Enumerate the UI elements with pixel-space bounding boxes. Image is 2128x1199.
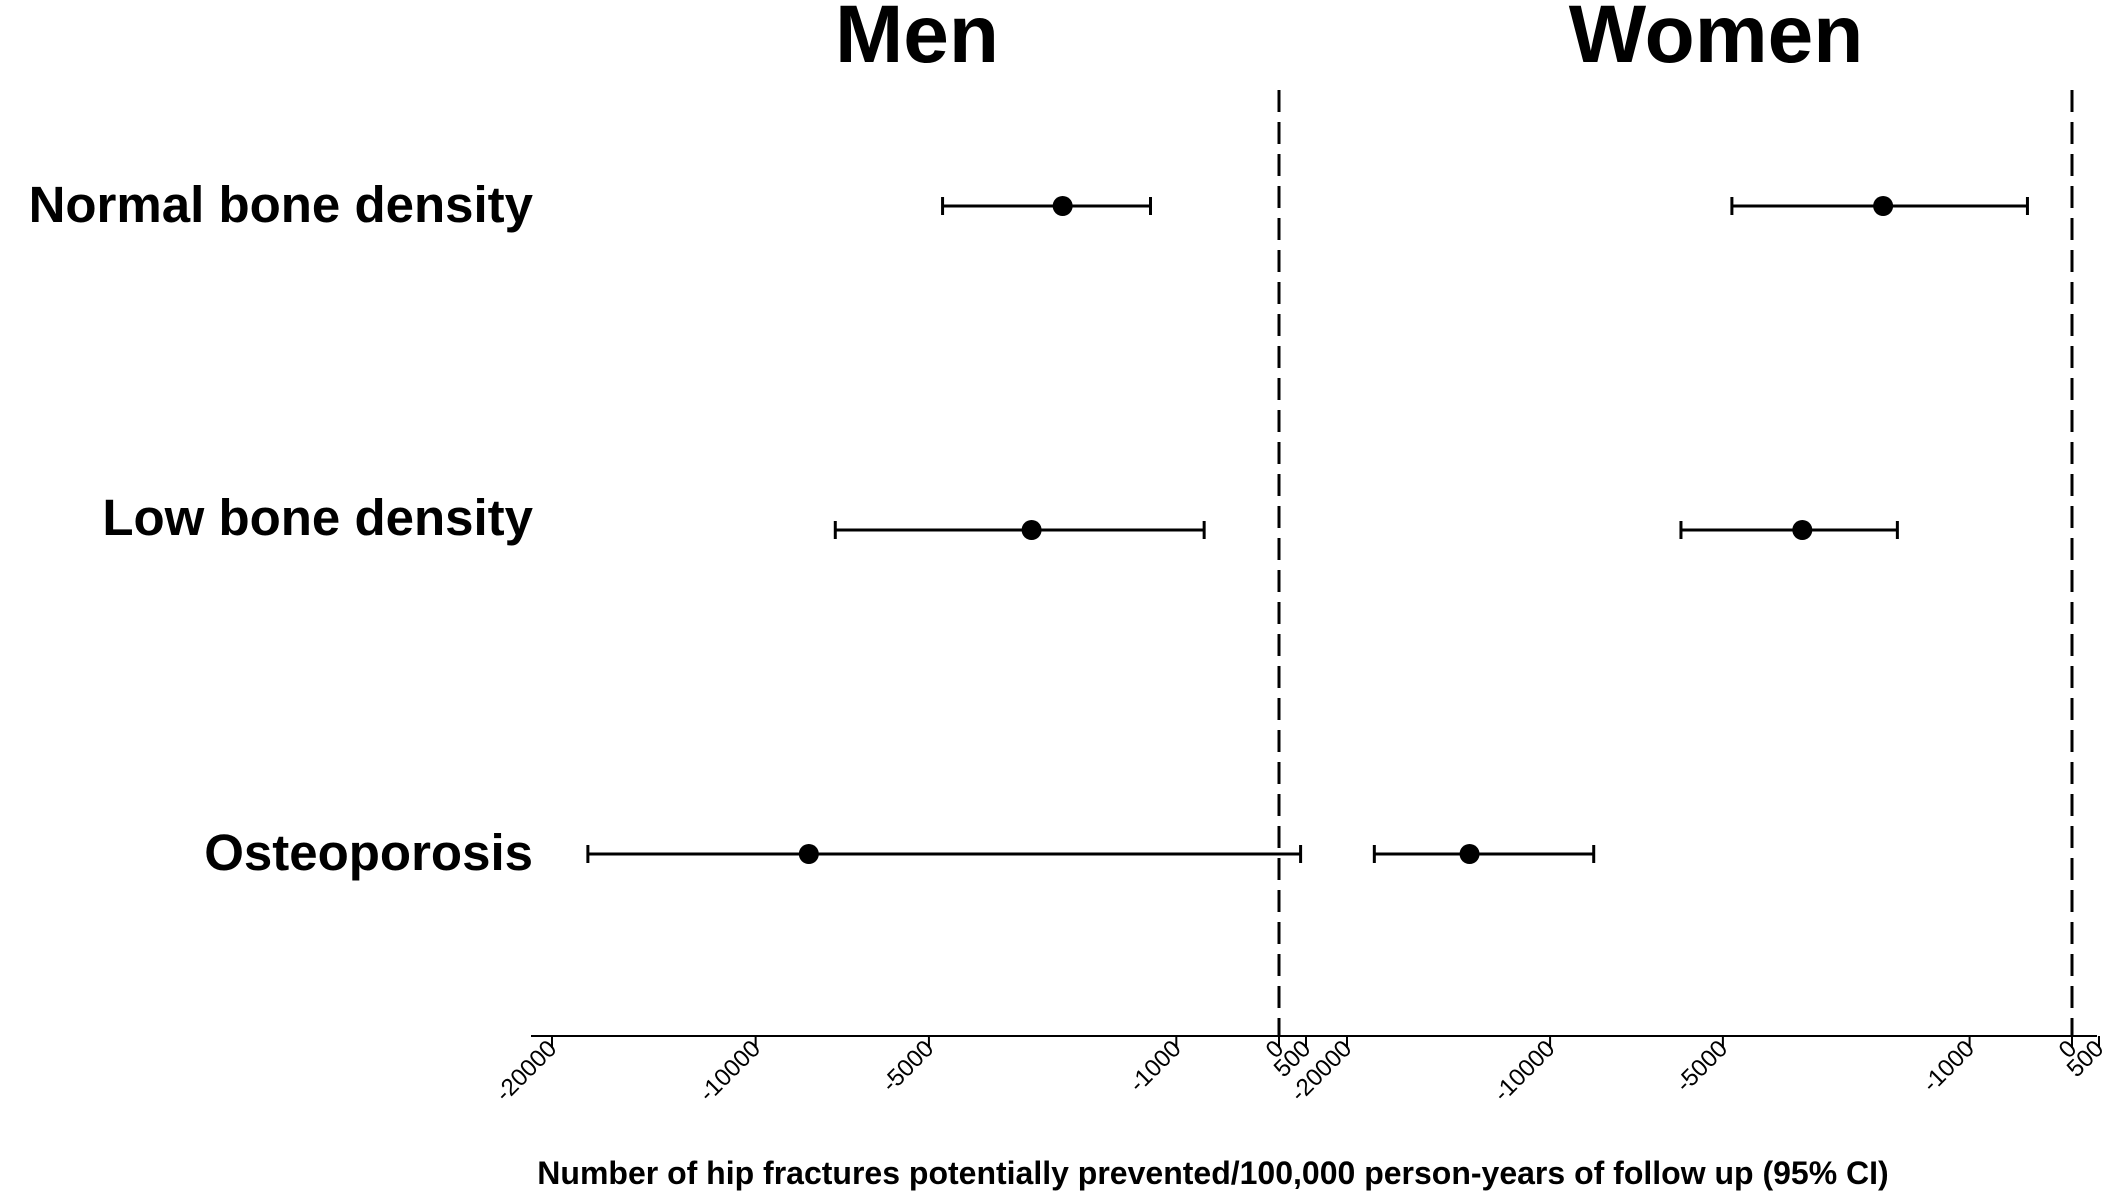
point-estimate-men-low-bone-density [1021, 520, 1042, 540]
point-estimate-women-low-bone-density [1792, 520, 1813, 540]
point-estimate-women-normal-bone-density [1873, 196, 1894, 216]
point-estimate-women-osteoporosis [1459, 844, 1480, 864]
x-tick-label-men: -10000 [694, 1035, 766, 1107]
panel-title-men: Men [835, 0, 999, 80]
row-label-low-bone-density: Low bone density [102, 489, 533, 546]
panel-title-women: Women [1569, 0, 1864, 80]
row-label-normal-bone-density: Normal bone density [29, 176, 534, 233]
point-estimate-men-normal-bone-density [1052, 196, 1073, 216]
row-label-osteoporosis: Osteoporosis [204, 824, 533, 881]
x-tick-label-women: -10000 [1488, 1035, 1560, 1107]
x-axis-title: Number of hip fractures potentially prev… [537, 1155, 1888, 1191]
point-estimate-men-osteoporosis [798, 844, 819, 864]
x-tick-label-men: -20000 [490, 1035, 562, 1107]
